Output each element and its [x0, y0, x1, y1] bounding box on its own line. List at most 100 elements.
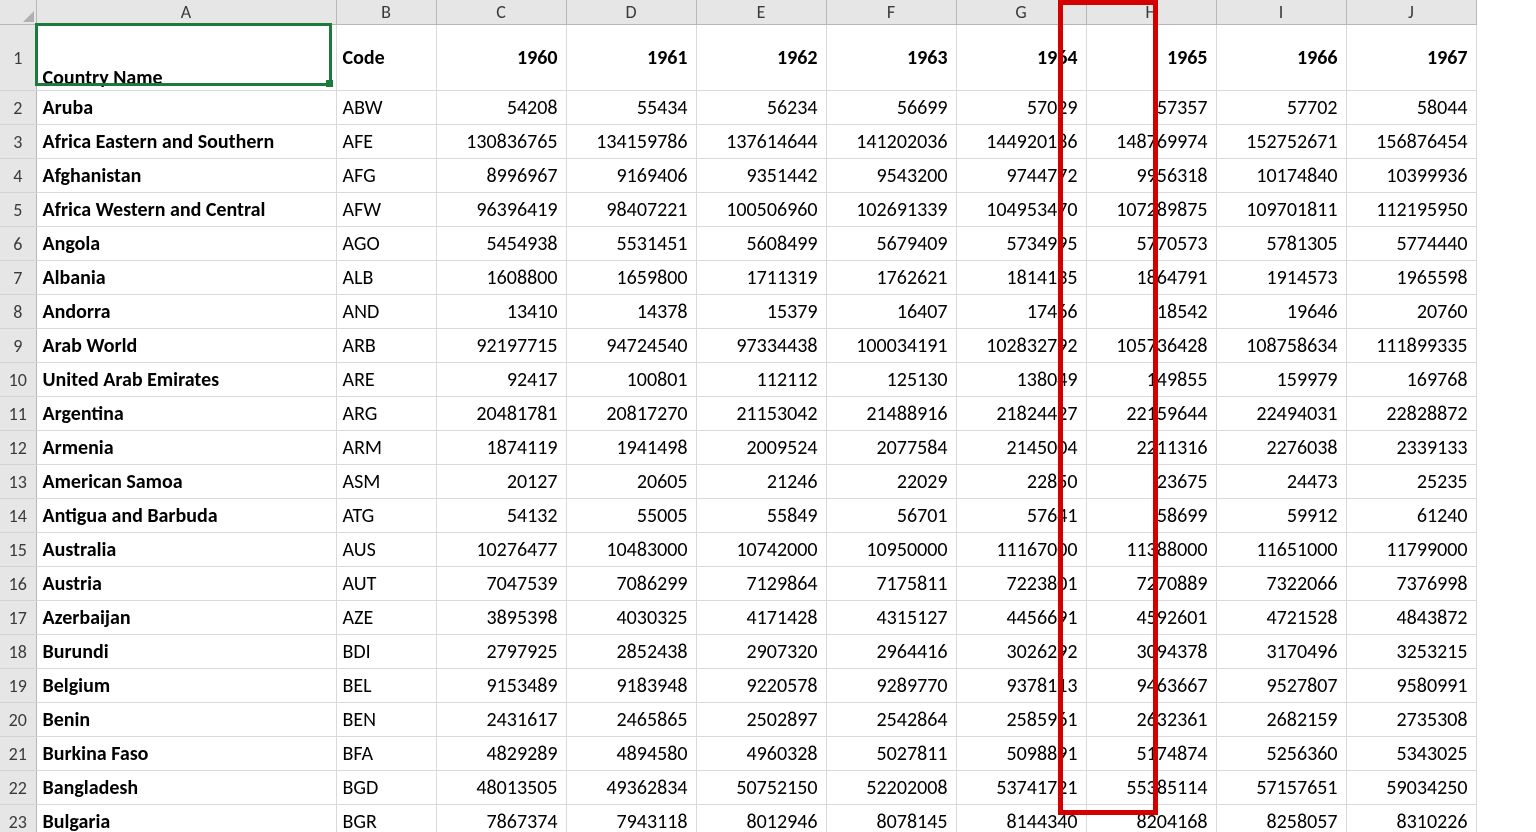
cell[interactable]: 2502897 [696, 703, 826, 737]
cell[interactable]: 2964416 [826, 635, 956, 669]
cell[interactable]: 1967 [1346, 25, 1476, 91]
row-header[interactable]: 12 [0, 431, 36, 465]
cell[interactable]: 24473 [1216, 465, 1346, 499]
cell[interactable]: 5343025 [1346, 737, 1476, 771]
cell[interactable]: 96396419 [436, 193, 566, 227]
cell[interactable]: AGO [336, 227, 436, 261]
cell[interactable]: BFA [336, 737, 436, 771]
row-header[interactable]: 7 [0, 261, 36, 295]
cell[interactable]: 9289770 [826, 669, 956, 703]
col-header-H[interactable]: H [1086, 0, 1216, 25]
cell[interactable]: Burkina Faso [36, 737, 336, 771]
cell[interactable]: 9183948 [566, 669, 696, 703]
cell[interactable]: 5774440 [1346, 227, 1476, 261]
col-header-G[interactable]: G [956, 0, 1086, 25]
cell[interactable]: 102691339 [826, 193, 956, 227]
cell[interactable]: Argentina [36, 397, 336, 431]
cell[interactable]: 102832792 [956, 329, 1086, 363]
row-header[interactable]: 8 [0, 295, 36, 329]
cell[interactable]: 130836765 [436, 125, 566, 159]
cell[interactable]: 2465865 [566, 703, 696, 737]
cell[interactable]: 19646 [1216, 295, 1346, 329]
cell[interactable]: 1960 [436, 25, 566, 91]
cell[interactable]: ASM [336, 465, 436, 499]
cell[interactable]: 5531451 [566, 227, 696, 261]
cell[interactable]: 10399936 [1346, 159, 1476, 193]
cell[interactable]: ARM [336, 431, 436, 465]
cell[interactable]: 5174874 [1086, 737, 1216, 771]
cell[interactable]: 92197715 [436, 329, 566, 363]
cell[interactable]: 1966 [1216, 25, 1346, 91]
cell[interactable]: Austria [36, 567, 336, 601]
row-header[interactable]: 18 [0, 635, 36, 669]
cell[interactable]: 2682159 [1216, 703, 1346, 737]
cell[interactable]: 3253215 [1346, 635, 1476, 669]
row-header[interactable]: 17 [0, 601, 36, 635]
cell[interactable]: 9220578 [696, 669, 826, 703]
cell[interactable]: 9580991 [1346, 669, 1476, 703]
cell[interactable]: 22159644 [1086, 397, 1216, 431]
cell[interactable]: 159979 [1216, 363, 1346, 397]
cell[interactable]: 57702 [1216, 91, 1346, 125]
col-header-E[interactable]: E [696, 0, 826, 25]
cell[interactable]: BGD [336, 771, 436, 805]
cell[interactable]: AZE [336, 601, 436, 635]
row-header[interactable]: 11 [0, 397, 36, 431]
cell[interactable]: 111899335 [1346, 329, 1476, 363]
cell[interactable]: 4829289 [436, 737, 566, 771]
cell[interactable]: 9378113 [956, 669, 1086, 703]
cell[interactable]: 2145004 [956, 431, 1086, 465]
cell[interactable]: 1814135 [956, 261, 1086, 295]
cell[interactable]: 8310226 [1346, 805, 1476, 832]
cell[interactable]: 3170496 [1216, 635, 1346, 669]
cell[interactable]: 49362834 [566, 771, 696, 805]
cell[interactable]: 2542864 [826, 703, 956, 737]
cell[interactable]: 22828872 [1346, 397, 1476, 431]
cell[interactable]: Angola [36, 227, 336, 261]
row-header[interactable]: 20 [0, 703, 36, 737]
cell[interactable]: AFW [336, 193, 436, 227]
cell[interactable]: 1659800 [566, 261, 696, 295]
cell[interactable]: 4171428 [696, 601, 826, 635]
cell[interactable]: 2852438 [566, 635, 696, 669]
col-header-I[interactable]: I [1216, 0, 1346, 25]
cell[interactable]: Bangladesh [36, 771, 336, 805]
cell[interactable]: 14378 [566, 295, 696, 329]
cell[interactable]: 21246 [696, 465, 826, 499]
cell[interactable]: 15379 [696, 295, 826, 329]
cell[interactable]: 2735308 [1346, 703, 1476, 737]
cell[interactable]: 109701811 [1216, 193, 1346, 227]
row-header[interactable]: 15 [0, 533, 36, 567]
cell[interactable]: 48013505 [436, 771, 566, 805]
cell[interactable]: 4456691 [956, 601, 1086, 635]
cell[interactable]: 55849 [696, 499, 826, 533]
cell[interactable]: AUT [336, 567, 436, 601]
cell[interactable]: 148769974 [1086, 125, 1216, 159]
cell[interactable]: AFE [336, 125, 436, 159]
cell[interactable]: 7047539 [436, 567, 566, 601]
cell[interactable]: 149855 [1086, 363, 1216, 397]
cell[interactable]: 4315127 [826, 601, 956, 635]
cell[interactable]: 3094378 [1086, 635, 1216, 669]
cell[interactable]: 2077584 [826, 431, 956, 465]
cell[interactable]: 57357 [1086, 91, 1216, 125]
cell[interactable]: 1914573 [1216, 261, 1346, 295]
row-header[interactable]: 23 [0, 805, 36, 832]
cell[interactable]: 9351442 [696, 159, 826, 193]
cell[interactable]: 1964 [956, 25, 1086, 91]
cell[interactable]: 58699 [1086, 499, 1216, 533]
cell[interactable]: 7943118 [566, 805, 696, 832]
cell[interactable]: 9169406 [566, 159, 696, 193]
cell[interactable]: 21488916 [826, 397, 956, 431]
cell[interactable]: Albania [36, 261, 336, 295]
cell[interactable]: Australia [36, 533, 336, 567]
row-header[interactable]: 9 [0, 329, 36, 363]
cell[interactable]: 55005 [566, 499, 696, 533]
select-all-corner[interactable] [0, 0, 36, 25]
cell[interactable]: ARE [336, 363, 436, 397]
cell[interactable]: 8204168 [1086, 805, 1216, 832]
cell[interactable]: Africa Western and Central [36, 193, 336, 227]
cell[interactable]: 61240 [1346, 499, 1476, 533]
cell[interactable]: ARG [336, 397, 436, 431]
cell[interactable]: 25235 [1346, 465, 1476, 499]
